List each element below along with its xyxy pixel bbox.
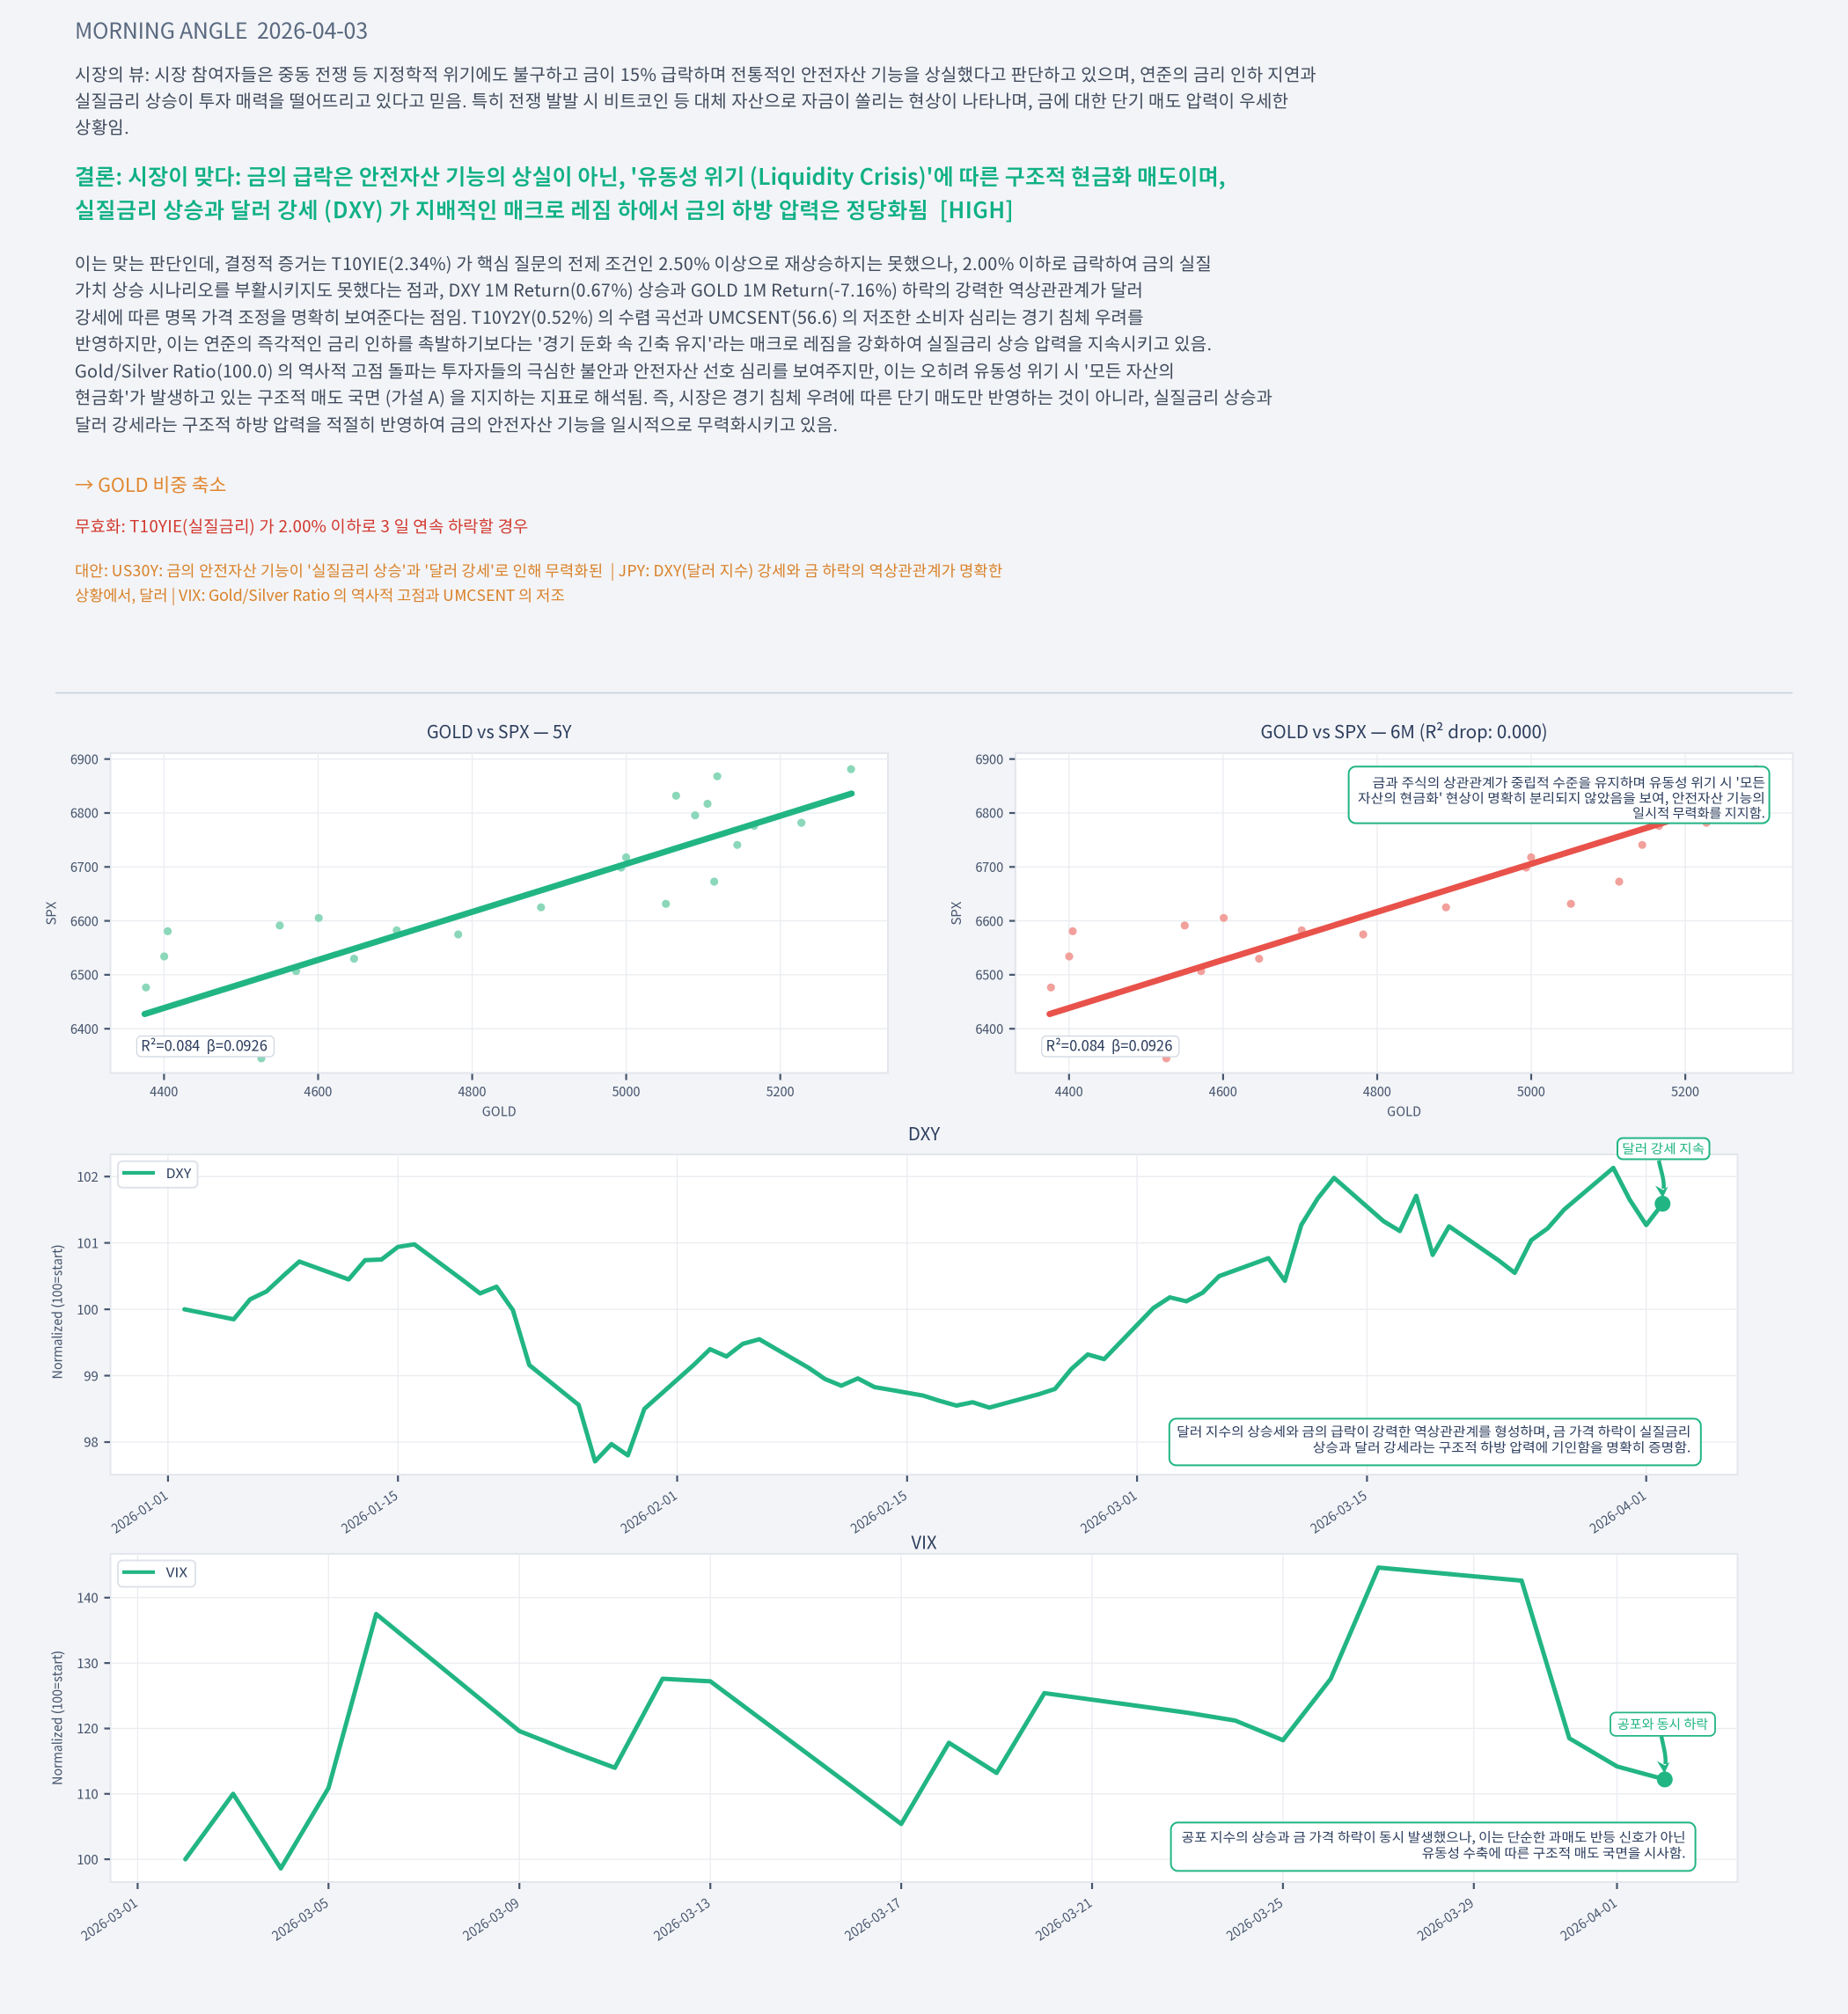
svg-text:DXY: DXY [166, 1164, 193, 1183]
svg-text:6500: 6500 [70, 966, 99, 985]
svg-text:Normalized (100=start): Normalized (100=start) [48, 1651, 67, 1785]
svg-text:상승과 달러 강세라는 구조적 하방 압력에 기인함을 명확: 상승과 달러 강세라는 구조적 하방 압력에 기인함을 명확히 증명함. [1313, 1439, 1691, 1457]
svg-text:SPX: SPX [41, 902, 61, 926]
svg-text:SPX: SPX [946, 902, 965, 926]
svg-text:6500: 6500 [975, 966, 1003, 985]
svg-text:99: 99 [84, 1366, 99, 1385]
svg-text:101: 101 [77, 1234, 99, 1252]
svg-text:5000: 5000 [1516, 1082, 1545, 1101]
svg-text:금과 주식의 상관관계가 중립적 수준을 유지하며 유동성: 금과 주식의 상관관계가 중립적 수준을 유지하며 유동성 위기 시 '모든 [1373, 773, 1765, 792]
svg-text:R²=0.084 β=0.0926: R²=0.084 β=0.0926 [1046, 1035, 1173, 1056]
svg-text:GOLD vs SPX — 5Y: GOLD vs SPX — 5Y [427, 717, 571, 743]
svg-text:R²=0.084 β=0.0926: R²=0.084 β=0.0926 [141, 1035, 268, 1056]
svg-text:공포 지수의 상승과 금 가격 하락이 동시 발생했으나,: 공포 지수의 상승과 금 가격 하락이 동시 발생했으나, 이는 단순한 과매도… [1182, 1827, 1686, 1846]
svg-text:6700: 6700 [975, 858, 1003, 876]
svg-text:GOLD vs SPX — 6M (R² drop: 0.0: GOLD vs SPX — 6M (R² drop: 0.000) [1261, 717, 1548, 743]
svg-text:6400: 6400 [70, 1020, 99, 1038]
svg-text:2026-03-17: 2026-03-17 [841, 1893, 905, 1944]
svg-text:110: 110 [77, 1784, 99, 1803]
svg-text:6800: 6800 [70, 804, 99, 823]
svg-text:2026-03-29: 2026-03-29 [1413, 1893, 1478, 1945]
svg-text:2026-01-15: 2026-01-15 [338, 1486, 401, 1537]
svg-text:2026-02-15: 2026-02-15 [847, 1486, 910, 1537]
svg-text:자산의 현금화' 현상이 명확히 분리되지 않았음을 보여,: 자산의 현금화' 현상이 명확히 분리되지 않았음을 보여, 안전자산 기능의 [1358, 788, 1765, 807]
svg-text:6400: 6400 [975, 1020, 1003, 1038]
svg-text:2026-03-13: 2026-03-13 [650, 1893, 714, 1944]
svg-text:4600: 4600 [304, 1082, 332, 1101]
svg-text:6700: 6700 [70, 858, 99, 876]
svg-text:2026-03-21: 2026-03-21 [1032, 1893, 1096, 1944]
svg-text:달러 지수의 상승세와 금의 급락이 강력한 역상관관계를: 달러 지수의 상승세와 금의 급락이 강력한 역상관관계를 형성하며, 금 가격… [1177, 1423, 1690, 1441]
svg-text:100: 100 [77, 1850, 99, 1869]
svg-text:2026-03-15: 2026-03-15 [1307, 1486, 1370, 1537]
svg-text:GOLD: GOLD [482, 1102, 517, 1121]
svg-text:100: 100 [77, 1300, 99, 1319]
svg-text:6900: 6900 [975, 750, 1003, 768]
svg-text:4800: 4800 [1363, 1082, 1391, 1101]
svg-text:DXY: DXY [908, 1119, 940, 1146]
svg-text:일시적 무력화를 지지함.: 일시적 무력화를 지지함. [1632, 804, 1765, 823]
svg-text:VIX: VIX [166, 1564, 188, 1582]
svg-text:4600: 4600 [1209, 1082, 1237, 1101]
svg-text:5200: 5200 [1670, 1082, 1699, 1101]
svg-text:5000: 5000 [612, 1082, 641, 1101]
svg-text:VIX: VIX [912, 1528, 937, 1555]
svg-text:2026-04-01: 2026-04-01 [1586, 1486, 1649, 1537]
svg-text:공포와 동시 하락: 공포와 동시 하락 [1617, 1715, 1708, 1733]
svg-text:2026-03-01: 2026-03-01 [1077, 1486, 1140, 1537]
svg-text:4800: 4800 [458, 1082, 487, 1101]
svg-text:2026-03-09: 2026-03-09 [459, 1893, 524, 1945]
svg-text:2026-03-05: 2026-03-05 [268, 1893, 332, 1944]
svg-text:2026-03-25: 2026-03-25 [1222, 1893, 1286, 1944]
svg-text:140: 140 [77, 1589, 99, 1608]
svg-text:2026-01-01: 2026-01-01 [107, 1486, 171, 1537]
svg-text:6800: 6800 [975, 804, 1003, 823]
svg-text:2026-04-01: 2026-04-01 [1557, 1893, 1620, 1944]
svg-text:달러 강세 지속: 달러 강세 지속 [1622, 1139, 1705, 1158]
svg-text:120: 120 [77, 1719, 99, 1738]
svg-text:102: 102 [77, 1168, 99, 1186]
svg-text:2026-02-01: 2026-02-01 [617, 1486, 680, 1537]
svg-text:2026-03-01: 2026-03-01 [77, 1893, 141, 1944]
svg-text:98: 98 [84, 1433, 99, 1452]
svg-text:Normalized (100=start): Normalized (100=start) [48, 1245, 67, 1380]
svg-text:4400: 4400 [150, 1082, 178, 1101]
svg-text:6600: 6600 [70, 912, 99, 930]
svg-text:GOLD: GOLD [1387, 1102, 1422, 1121]
svg-text:130: 130 [77, 1654, 99, 1673]
svg-text:6900: 6900 [70, 750, 99, 768]
svg-text:5200: 5200 [766, 1082, 795, 1101]
svg-text:유동성 수축에 따른 구조적 매도 국면을 시사함.: 유동성 수축에 따른 구조적 매도 국면을 시사함. [1422, 1843, 1686, 1862]
svg-text:4400: 4400 [1055, 1082, 1083, 1101]
svg-text:6600: 6600 [975, 912, 1003, 930]
